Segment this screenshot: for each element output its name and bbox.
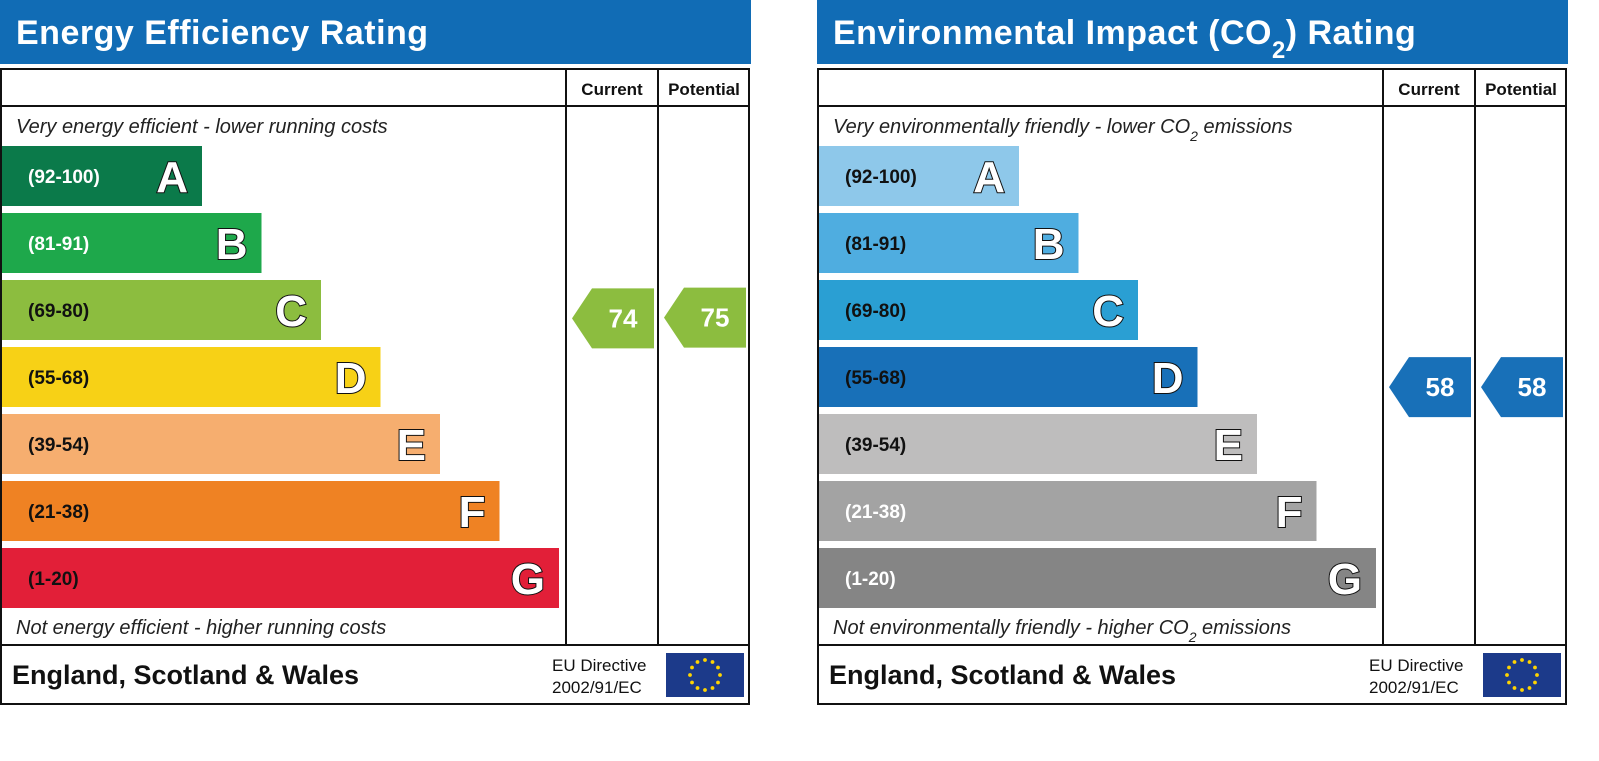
title-bar [0, 0, 751, 64]
eu-flag-star [1533, 665, 1537, 670]
eu-directive-label: EU Directive [1369, 656, 1463, 675]
band-letter-label: D [1152, 354, 1184, 403]
eu-flag-star [703, 658, 707, 662]
band-range-label: (55-68) [845, 368, 906, 389]
bottom-caption: Not energy efficient - higher running co… [16, 617, 386, 639]
eu-directive-number: 2002/91/EC [1369, 678, 1459, 697]
band-bar-c [819, 280, 1138, 340]
band-letter-label: A [156, 153, 188, 202]
eu-flag-star [695, 660, 700, 664]
eu-flag-star [1533, 680, 1537, 685]
eu-directive-number: 2002/91/EC [552, 678, 642, 697]
band-range-label: (1-20) [845, 569, 896, 590]
potential-column-header: Potential [1485, 80, 1557, 99]
eu-flag-star [690, 665, 694, 670]
eu-flag-star [716, 665, 720, 670]
band-bar-b [2, 213, 262, 273]
band-range-label: (21-38) [845, 502, 906, 523]
band-range-label: (81-91) [845, 234, 906, 255]
band-range-label: (69-80) [845, 301, 906, 322]
band-range-label: (92-100) [28, 167, 100, 188]
band-range-label: (81-91) [28, 234, 89, 255]
eu-directive-label: EU Directive [552, 656, 646, 675]
potential-rating-arrow [664, 287, 746, 348]
band-bar-d [819, 347, 1198, 407]
band-range-label: (55-68) [28, 368, 89, 389]
band-bar-e [819, 414, 1257, 474]
band-bar-g [2, 548, 559, 608]
band-letter-label: D [335, 354, 367, 403]
top-caption: Very environmentally friendly - lower CO… [833, 116, 1292, 144]
eu-flag-star [695, 686, 700, 690]
band-letter-label: A [973, 153, 1005, 202]
eu-flag-star [716, 680, 720, 685]
eu-flag-icon [1483, 653, 1561, 697]
eu-flag-star [710, 686, 715, 690]
eu-flag-star [710, 660, 715, 664]
band-bar-g [819, 548, 1376, 608]
top-caption: Very energy efficient - lower running co… [16, 116, 388, 138]
current-rating-arrow [572, 288, 654, 349]
eu-flag-star [1527, 686, 1532, 690]
potential-rating-value: 75 [701, 303, 730, 333]
energy-efficiency-panel: Energy Efficiency Rating Current Potential… [0, 0, 751, 705]
band-bar-d [2, 347, 381, 407]
eu-flag-star [690, 680, 694, 685]
eu-flag-star [1520, 658, 1524, 662]
footer-region-label: England, Scotland & Wales [12, 660, 359, 690]
band-letter-label: C [275, 287, 307, 336]
eu-flag-star [703, 688, 707, 692]
band-bar-f [819, 481, 1317, 541]
current-rating-arrow [1389, 357, 1471, 418]
eu-flag-star [1512, 686, 1517, 690]
band-letter-label: E [1214, 421, 1243, 470]
band-range-label: (69-80) [28, 301, 89, 322]
band-bar-f [2, 481, 500, 541]
band-letter-label: F [1276, 488, 1303, 537]
chart-title: Energy Efficiency Rating [16, 14, 429, 52]
current-rating-value: 74 [609, 303, 638, 333]
band-bar-a [819, 146, 1019, 206]
band-bar-b [819, 213, 1079, 273]
eu-flag-star [1507, 680, 1511, 685]
eu-flag-star [1512, 660, 1517, 664]
band-letter-label: C [1092, 287, 1124, 336]
current-rating-value: 58 [1426, 372, 1455, 402]
current-column-header: Current [581, 80, 643, 99]
band-bar-e [2, 414, 440, 474]
bottom-caption: Not environmentally friendly - higher CO… [833, 617, 1291, 645]
band-letter-label: E [397, 421, 426, 470]
chart-title: Environmental Impact (CO2) Rating [833, 14, 1416, 64]
band-bar-c [2, 280, 321, 340]
eu-flag-icon [666, 653, 744, 697]
eu-flag-star [1507, 665, 1511, 670]
potential-column-header: Potential [668, 80, 740, 99]
eu-flag-star [1527, 660, 1532, 664]
band-range-label: (39-54) [845, 435, 906, 456]
band-range-label: (1-20) [28, 569, 79, 590]
band-letter-label: F [459, 488, 486, 537]
band-range-label: (92-100) [845, 167, 917, 188]
band-letter-label: B [216, 220, 248, 269]
environmental-impact-panel: Environmental Impact (CO2) Rating Current… [817, 0, 1568, 705]
band-range-label: (39-54) [28, 435, 89, 456]
band-range-label: (21-38) [28, 502, 89, 523]
current-column-header: Current [1398, 80, 1460, 99]
band-letter-label: G [511, 555, 545, 604]
band-letter-label: G [1328, 555, 1362, 604]
eu-flag-star [688, 673, 692, 677]
title-bar [817, 0, 1568, 64]
band-bar-a [2, 146, 202, 206]
eu-flag-star [1535, 673, 1539, 677]
potential-rating-arrow [1481, 357, 1563, 418]
eu-flag-star [1505, 673, 1509, 677]
footer-region-label: England, Scotland & Wales [829, 660, 1176, 690]
eu-flag-star [1520, 688, 1524, 692]
potential-rating-value: 58 [1518, 372, 1547, 402]
eu-flag-star [718, 673, 722, 677]
band-letter-label: B [1033, 220, 1065, 269]
